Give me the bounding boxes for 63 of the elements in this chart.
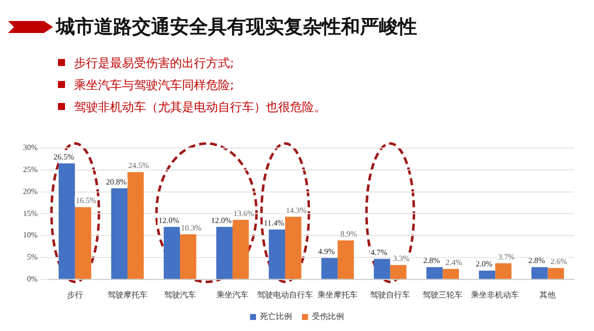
bar (390, 264, 406, 279)
data-label: 20.8% (106, 177, 127, 186)
data-label: 11.4% (264, 218, 284, 228)
x-tick-label: 驾驶摩托车 (107, 290, 148, 300)
x-tick-label: 步行 (66, 290, 83, 300)
bar (74, 207, 92, 279)
data-label: 8.9% (340, 230, 358, 239)
data-label: 4.7% (370, 248, 388, 257)
data-label: 12.0% (158, 216, 180, 225)
y-tick-label: 5% (26, 252, 38, 262)
bar (478, 270, 496, 279)
bar (216, 226, 233, 279)
text: 驾驶非机动车（尤其是电动自行车）也很危险。 (73, 99, 326, 116)
y-tick-label: 10% (22, 230, 38, 240)
bar (321, 258, 338, 279)
data-label: 13.6% (233, 208, 254, 218)
bar (127, 172, 144, 279)
bar (548, 268, 564, 279)
x-tick-label: 驾驶电动自行车 (257, 290, 314, 300)
bar (495, 263, 512, 279)
y-tick-label: 15% (22, 208, 38, 218)
y-tick-label: 0% (26, 274, 38, 284)
data-label: 2.0% (476, 260, 493, 269)
x-tick-label: 乘坐摩托车 (318, 290, 358, 300)
legend-label: 受伤比例 (312, 312, 344, 322)
data-label: 12.0% (211, 216, 232, 225)
x-tick-label: 乘坐汽车 (216, 290, 249, 300)
text: 步行是最易受伤害的出行方式; (73, 55, 236, 72)
chart-title: 城市道路交通安全具有现实复杂性和严峻性 (56, 15, 417, 40)
legend-label: 死亡比例 (260, 312, 292, 322)
data-label: 16.5% (76, 196, 97, 206)
x-tick-label: 乘坐非机动车 (471, 290, 520, 300)
data-label: 14.3% (286, 206, 307, 215)
data-label: 3.3% (392, 254, 410, 264)
bar (232, 220, 249, 279)
data-label: 2.8% (423, 256, 440, 266)
bar (268, 229, 286, 279)
bar (442, 268, 459, 279)
bar (111, 188, 128, 279)
y-tick-label: 25% (22, 164, 38, 174)
text: 乘坐汽车与驾驶汽车同样危险; (73, 77, 236, 94)
data-label: 10.3% (180, 223, 202, 232)
bar (164, 226, 180, 279)
x-tick-label: 驾驶三轮车 (422, 290, 463, 300)
bar (531, 267, 548, 279)
data-label: 4.9% (318, 247, 336, 256)
bar (338, 240, 354, 279)
x-tick-label: 其他 (540, 290, 556, 300)
bar (374, 258, 390, 279)
bar (180, 234, 196, 279)
data-label: 2.6% (550, 257, 568, 266)
data-label: 26.5% (53, 152, 74, 162)
y-tick-label: 20% (22, 186, 38, 196)
bar (58, 163, 75, 279)
data-label: 2.4% (445, 258, 462, 267)
x-tick-label: 驾驶自行车 (370, 290, 410, 300)
data-label: 3.7% (498, 252, 516, 262)
bar (285, 216, 302, 279)
data-label: 24.5% (128, 161, 150, 170)
data-label: 2.8% (528, 256, 546, 266)
x-tick-label: 驾驶汽车 (164, 290, 196, 300)
bar (426, 267, 443, 279)
y-tick-label: 30% (22, 143, 38, 152)
